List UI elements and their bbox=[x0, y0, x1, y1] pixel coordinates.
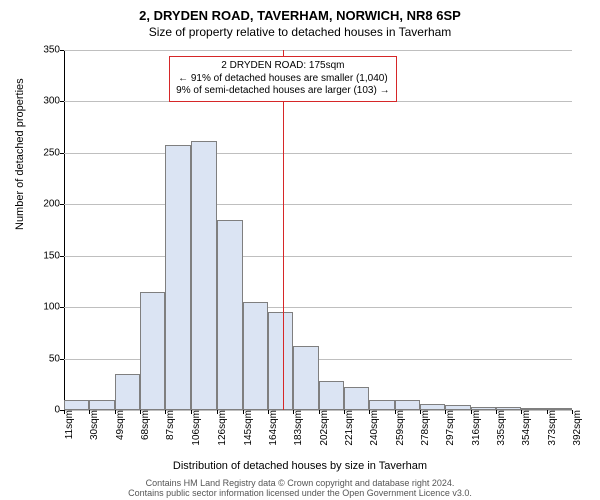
footer-line1: Contains HM Land Registry data © Crown c… bbox=[146, 478, 455, 488]
y-tick-label: 350 bbox=[43, 45, 64, 56]
x-tick-label: 11sqm bbox=[60, 410, 75, 439]
annotation-line2: ← 91% of detached houses are smaller (1,… bbox=[176, 73, 389, 86]
y-tick-label: 50 bbox=[49, 353, 64, 364]
x-tick-label: 392sqm bbox=[568, 410, 583, 446]
grid-line bbox=[64, 204, 572, 205]
y-tick-label: 150 bbox=[43, 250, 64, 261]
chart-title: 2, DRYDEN ROAD, TAVERHAM, NORWICH, NR8 6… bbox=[0, 0, 600, 23]
x-tick-label: 373sqm bbox=[543, 410, 558, 446]
histogram-bar bbox=[165, 145, 190, 410]
marker-line bbox=[283, 50, 284, 410]
annotation-box: 2 DRYDEN ROAD: 175sqm← 91% of detached h… bbox=[169, 56, 396, 102]
x-tick-label: 183sqm bbox=[289, 410, 304, 446]
x-tick-label: 145sqm bbox=[239, 410, 254, 446]
y-tick-label: 300 bbox=[43, 96, 64, 107]
x-tick-label: 106sqm bbox=[187, 410, 202, 446]
x-tick-label: 221sqm bbox=[340, 410, 355, 446]
x-tick-label: 126sqm bbox=[213, 410, 228, 446]
x-axis-label: Distribution of detached houses by size … bbox=[0, 460, 600, 472]
histogram-bar bbox=[395, 400, 420, 410]
histogram-bar bbox=[293, 346, 318, 410]
annotation-line1: 2 DRYDEN ROAD: 175sqm bbox=[176, 60, 389, 73]
x-tick-label: 164sqm bbox=[264, 410, 279, 446]
chart-container: 2, DRYDEN ROAD, TAVERHAM, NORWICH, NR8 6… bbox=[0, 0, 600, 500]
histogram-bar bbox=[115, 374, 140, 410]
x-tick-label: 49sqm bbox=[111, 410, 126, 440]
histogram-bar bbox=[243, 302, 268, 410]
chart-subtitle: Size of property relative to detached ho… bbox=[0, 23, 600, 39]
x-tick-label: 30sqm bbox=[85, 410, 100, 440]
x-tick-label: 335sqm bbox=[492, 410, 507, 446]
histogram-bar bbox=[140, 292, 165, 410]
x-tick-label: 240sqm bbox=[365, 410, 380, 446]
plot-area: 05010015020025030035011sqm30sqm49sqm68sq… bbox=[64, 50, 572, 410]
histogram-bar bbox=[319, 381, 344, 410]
grid-line bbox=[64, 153, 572, 154]
y-tick-label: 250 bbox=[43, 147, 64, 158]
grid-line bbox=[64, 256, 572, 257]
annotation-line3: 9% of semi-detached houses are larger (1… bbox=[176, 85, 389, 98]
x-tick-label: 297sqm bbox=[441, 410, 456, 446]
x-tick-label: 68sqm bbox=[136, 410, 151, 440]
grid-line bbox=[64, 101, 572, 102]
histogram-bar bbox=[217, 220, 242, 410]
footer-line2: Contains public sector information licen… bbox=[128, 488, 472, 498]
histogram-bar bbox=[369, 400, 394, 410]
y-axis-label: Number of detached properties bbox=[14, 78, 26, 230]
y-tick-label: 100 bbox=[43, 302, 64, 313]
x-tick-label: 354sqm bbox=[517, 410, 532, 446]
footer-attribution: Contains HM Land Registry data © Crown c… bbox=[0, 478, 600, 498]
x-tick-label: 87sqm bbox=[161, 410, 176, 440]
histogram-bar bbox=[268, 312, 293, 410]
x-tick-label: 278sqm bbox=[416, 410, 431, 446]
grid-line bbox=[64, 50, 572, 51]
histogram-bar bbox=[89, 400, 114, 410]
histogram-bar bbox=[344, 387, 369, 410]
histogram-bar bbox=[191, 141, 218, 410]
histogram-bar bbox=[64, 400, 89, 410]
y-tick-label: 200 bbox=[43, 199, 64, 210]
y-axis-line bbox=[64, 50, 65, 410]
x-tick-label: 316sqm bbox=[467, 410, 482, 446]
x-tick-label: 259sqm bbox=[391, 410, 406, 446]
x-tick-label: 202sqm bbox=[315, 410, 330, 446]
